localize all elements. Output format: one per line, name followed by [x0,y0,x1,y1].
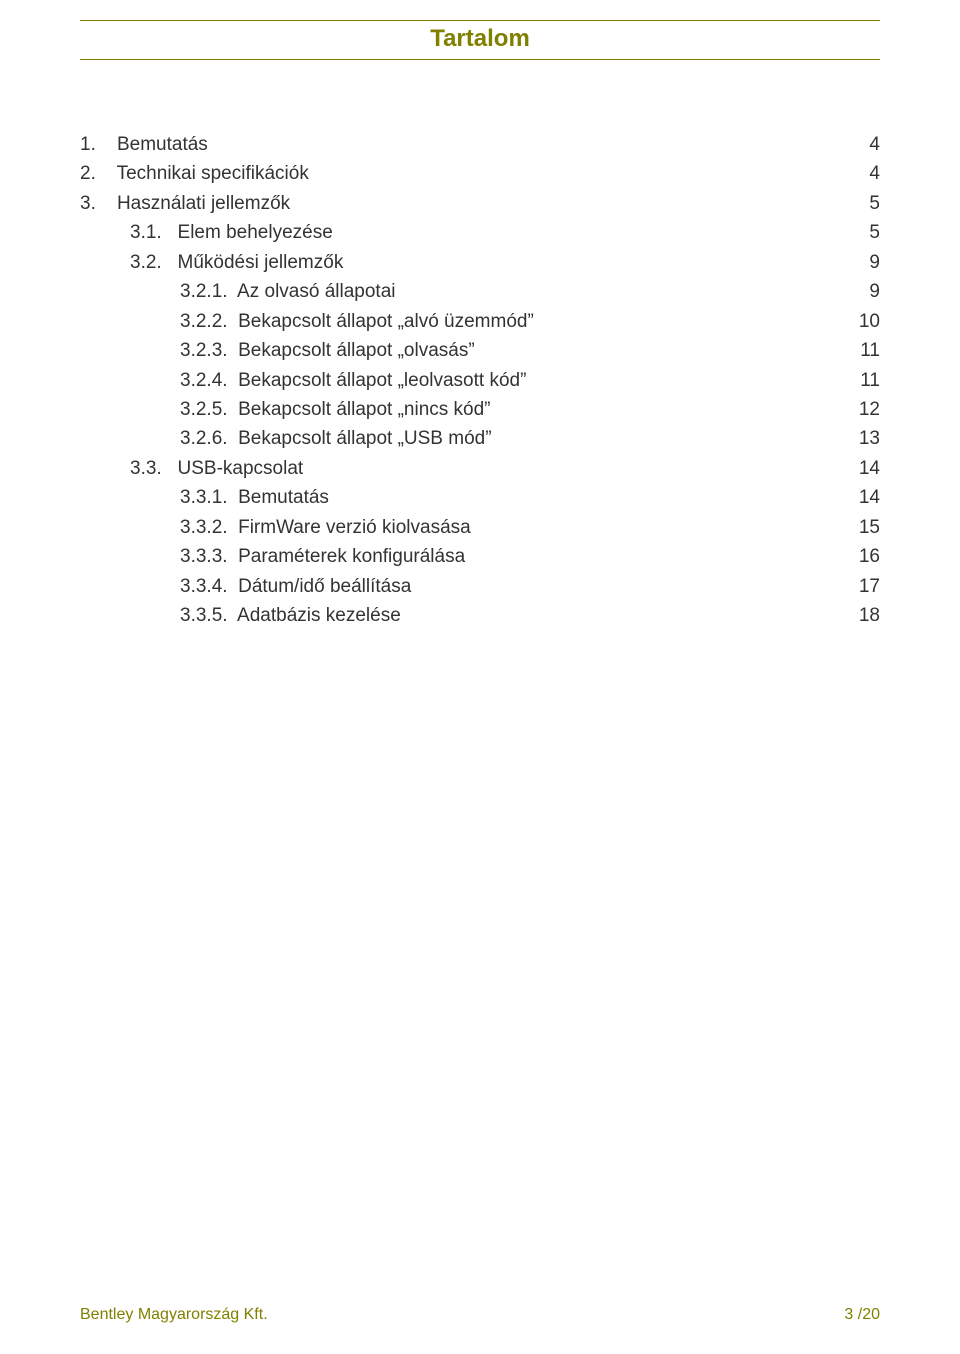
toc-entry-label: 3.2.3. Bekapcsolt állapot „olvasás” [80,336,475,365]
toc-entry-label: 3.2.5. Bekapcsolt állapot „nincs kód” [80,395,491,424]
footer-left: Bentley Magyarország Kft. [80,1306,268,1324]
toc-row: 3.3.2. FirmWare verzió kiolvasása 15 [80,513,880,542]
toc-row: 3.2.5. Bekapcsolt állapot „nincs kód” 12 [80,395,880,424]
toc-row: 3.3.3. Paraméterek konfigurálása 16 [80,542,880,571]
table-of-contents: 1. Bemutatás 4 2. Technikai specifikációk 4… [80,130,880,630]
toc-entry-label: 3.3.4. Dátum/idő beállítása [80,572,411,601]
page: Tartalom 1. Bemutatás42. Technikai speci… [0,0,960,1354]
toc-row: 3. Használati jellemzők 5 [80,189,880,218]
toc-entry-page: 16 [840,542,880,571]
toc-row: 3.2.2. Bekapcsolt állapot „alvó üzemmód”… [80,307,880,336]
toc-entry-page: 18 [840,601,880,630]
toc-row: 2. Technikai specifikációk 4 [80,159,880,188]
toc-entry-page: 5 [840,218,880,247]
toc-row: 3.3. USB-kapcsolat 14 [80,454,880,483]
toc-row: 3.3.1. Bemutatás 14 [80,483,880,512]
toc-entry-label: 3.2. Működési jellemzők [80,248,343,277]
title-band: Tartalom [80,20,880,60]
toc-entry-label: 3.3.1. Bemutatás [80,483,329,512]
toc-entry-page: 17 [840,572,880,601]
toc-row: 1. Bemutatás 4 [80,130,880,159]
toc-row: 3.3.5. Adatbázis kezelése 18 [80,601,880,630]
toc-entry-page: 5 [840,189,880,218]
toc-entry-label: 3.2.4. Bekapcsolt állapot „leolvasott kó… [80,366,526,395]
toc-entry-label: 2. Technikai specifikációk [80,159,309,188]
toc-entry-page: 12 [840,395,880,424]
toc-entry-page: 9 [840,248,880,277]
toc-entry-page: 10 [840,307,880,336]
toc-entry-page: 14 [840,483,880,512]
toc-entry-page: 15 [840,513,880,542]
toc-entry-label: 3.3.3. Paraméterek konfigurálása [80,542,465,571]
toc-entry-label: 3.2.1. Az olvasó állapotai [80,277,395,306]
toc-entry-label: 3.1. Elem behelyezése [80,218,333,247]
toc-row: 3.2.3. Bekapcsolt állapot „olvasás” 11 [80,336,880,365]
toc-entry-label: 1. Bemutatás [80,130,208,159]
page-title: Tartalom [430,25,530,52]
toc-row: 3.2.1. Az olvasó állapotai 9 [80,277,880,306]
toc-entry-label: 3.3. USB-kapcsolat [80,454,303,483]
toc-entry-page: 9 [840,277,880,306]
toc-entry-label: 3. Használati jellemzők [80,189,290,218]
toc-entry-label: 3.2.2. Bekapcsolt állapot „alvó üzemmód” [80,307,534,336]
toc-entry-page: 11 [840,336,880,365]
toc-entry-page: 14 [840,454,880,483]
footer-right: 3 /20 [844,1306,880,1324]
toc-entry-page: 13 [840,424,880,453]
toc-entry-page: 4 [840,130,880,159]
toc-row: 3.2.4. Bekapcsolt állapot „leolvasott kó… [80,366,880,395]
toc-row: 3.1. Elem behelyezése 5 [80,218,880,247]
toc-entry-page: 4 [840,159,880,188]
toc-row: 3.3.4. Dátum/idő beállítása 17 [80,572,880,601]
page-footer: Bentley Magyarország Kft. 3 /20 [80,1306,880,1324]
toc-row: 3.2. Működési jellemzők 9 [80,248,880,277]
toc-entry-label: 3.3.5. Adatbázis kezelése [80,601,401,630]
toc-row: 3.2.6. Bekapcsolt állapot „USB mód” 13 [80,424,880,453]
toc-entry-label: 3.3.2. FirmWare verzió kiolvasása [80,513,471,542]
toc-entry-label: 3.2.6. Bekapcsolt állapot „USB mód” [80,424,492,453]
toc-entry-page: 11 [840,366,880,395]
